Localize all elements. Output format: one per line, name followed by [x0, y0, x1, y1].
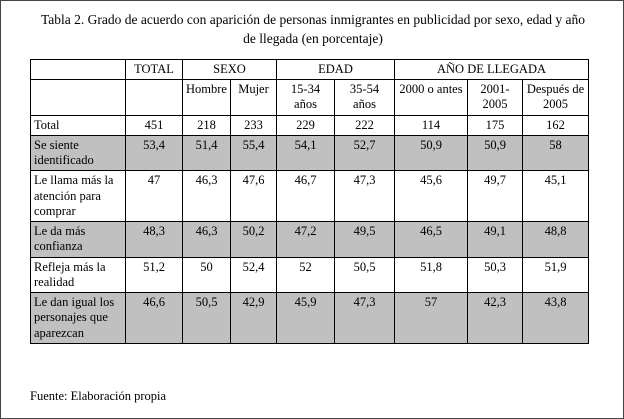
corner-cell: [30, 58, 126, 81]
cell-value: 46,6: [125, 292, 183, 344]
cell-value: 46,3: [182, 221, 231, 258]
cell-value: 50: [182, 256, 231, 294]
sub-header-blank: [30, 79, 126, 116]
row-label: Refleja más la realidad: [30, 256, 126, 294]
cell-value: 51,9: [522, 256, 589, 294]
cell-value: 52,4: [230, 256, 277, 294]
cell-value: 233: [230, 114, 277, 136]
cell-value: 52,7: [334, 134, 395, 172]
column-header: 15-34 años: [276, 79, 335, 116]
group-header-total: TOTAL: [125, 58, 183, 81]
row-label: Le dan igual los personajes que aparezca…: [30, 292, 126, 344]
cell-value: 42,9: [230, 292, 277, 344]
group-header-sexo: SEXO: [182, 58, 277, 81]
table-row: Le da más confianza 48,3 46,3 50,2 47,2 49,5 4…: [30, 221, 589, 258]
column-header: 2000 o antes: [394, 79, 468, 116]
cell-value: 50,5: [334, 256, 395, 294]
column-header: 35-54 años: [334, 79, 395, 116]
cell-value: 50,3: [467, 256, 523, 294]
column-header: 2001-2005: [467, 79, 523, 116]
cell-value: 162: [522, 114, 589, 136]
cell-value: 46,3: [182, 170, 231, 223]
cell-value: 50,5: [182, 292, 231, 344]
cell-value: 49,7: [467, 170, 523, 223]
table-row: Total 451 218 233 229 222 114 175 162: [30, 114, 589, 136]
cell-value: 46,5: [394, 221, 468, 258]
source-note: Fuente: Elaboración propia: [30, 389, 167, 403]
cell-value: 51,8: [394, 256, 468, 294]
cell-value: 48,3: [125, 221, 183, 258]
column-header: Mujer: [230, 79, 277, 116]
cell-value: 57: [394, 292, 468, 344]
cell-value: 175: [467, 114, 523, 136]
table-body: Total 451 218 233 229 222 114 175 162 Se siente i…: [30, 114, 589, 344]
cell-value: 51,2: [125, 256, 183, 294]
cell-value: 47,2: [276, 221, 335, 258]
row-label: Total: [30, 114, 126, 136]
cell-value: 50,2: [230, 221, 277, 258]
cell-value: 50,9: [394, 134, 468, 172]
group-header-llegada: AÑO DE LLEGADA: [394, 58, 589, 81]
group-header-row: TOTAL SEXO EDAD AÑO DE LLEGADA: [30, 58, 589, 81]
cell-value: 58: [522, 134, 589, 172]
cell-value: 52: [276, 256, 335, 294]
sub-header-blank: [125, 79, 183, 116]
cell-value: 45,6: [394, 170, 468, 223]
row-label: Se siente identificado: [30, 134, 126, 172]
cell-value: 43,8: [522, 292, 589, 344]
cell-value: 218: [182, 114, 231, 136]
table-row: Refleja más la realidad 51,2 50 52,4 52 50,5 5…: [30, 256, 589, 294]
cell-value: 229: [276, 114, 335, 136]
cell-value: 51,4: [182, 134, 231, 172]
cell-value: 45,9: [276, 292, 335, 344]
cell-value: 451: [125, 114, 183, 136]
cell-value: 49,5: [334, 221, 395, 258]
cell-value: 55,4: [230, 134, 277, 172]
row-label: Le da más confianza: [30, 221, 126, 258]
cell-value: 54,1: [276, 134, 335, 172]
cell-value: 222: [334, 114, 395, 136]
cell-value: 46,7: [276, 170, 335, 223]
table-row: Le llama más la atención para comprar 47 4…: [30, 170, 589, 223]
row-label: Le llama más la atención para comprar: [30, 170, 126, 223]
table-row: Le dan igual los personajes que aparezca…: [30, 292, 589, 344]
cell-value: 53,4: [125, 134, 183, 172]
cell-value: 49,1: [467, 221, 523, 258]
table-row: Se siente identificado 53,4 51,4 55,4 54,1 52…: [30, 134, 589, 172]
cell-value: 48,8: [522, 221, 589, 258]
cell-value: 45,1: [522, 170, 589, 223]
cell-value: 47: [125, 170, 183, 223]
sub-header-row: Hombre Mujer 15-34 años 35-54 años 2000 …: [30, 79, 589, 116]
column-header: Hombre: [182, 79, 231, 116]
cell-value: 42,3: [467, 292, 523, 344]
data-table: TOTAL SEXO EDAD AÑO DE LLEGADA Hombre Mu…: [30, 58, 589, 344]
cell-value: 47,3: [334, 170, 395, 223]
group-header-edad: EDAD: [276, 58, 395, 81]
cell-value: 114: [394, 114, 468, 136]
table-title: Tabla 2. Grado de acuerdo con aparición …: [40, 12, 586, 46]
column-header: Después de 2005: [522, 79, 589, 116]
cell-value: 47,3: [334, 292, 395, 344]
cell-value: 50,9: [467, 134, 523, 172]
cell-value: 47,6: [230, 170, 277, 223]
table-header: TOTAL SEXO EDAD AÑO DE LLEGADA Hombre Mu…: [30, 58, 589, 116]
